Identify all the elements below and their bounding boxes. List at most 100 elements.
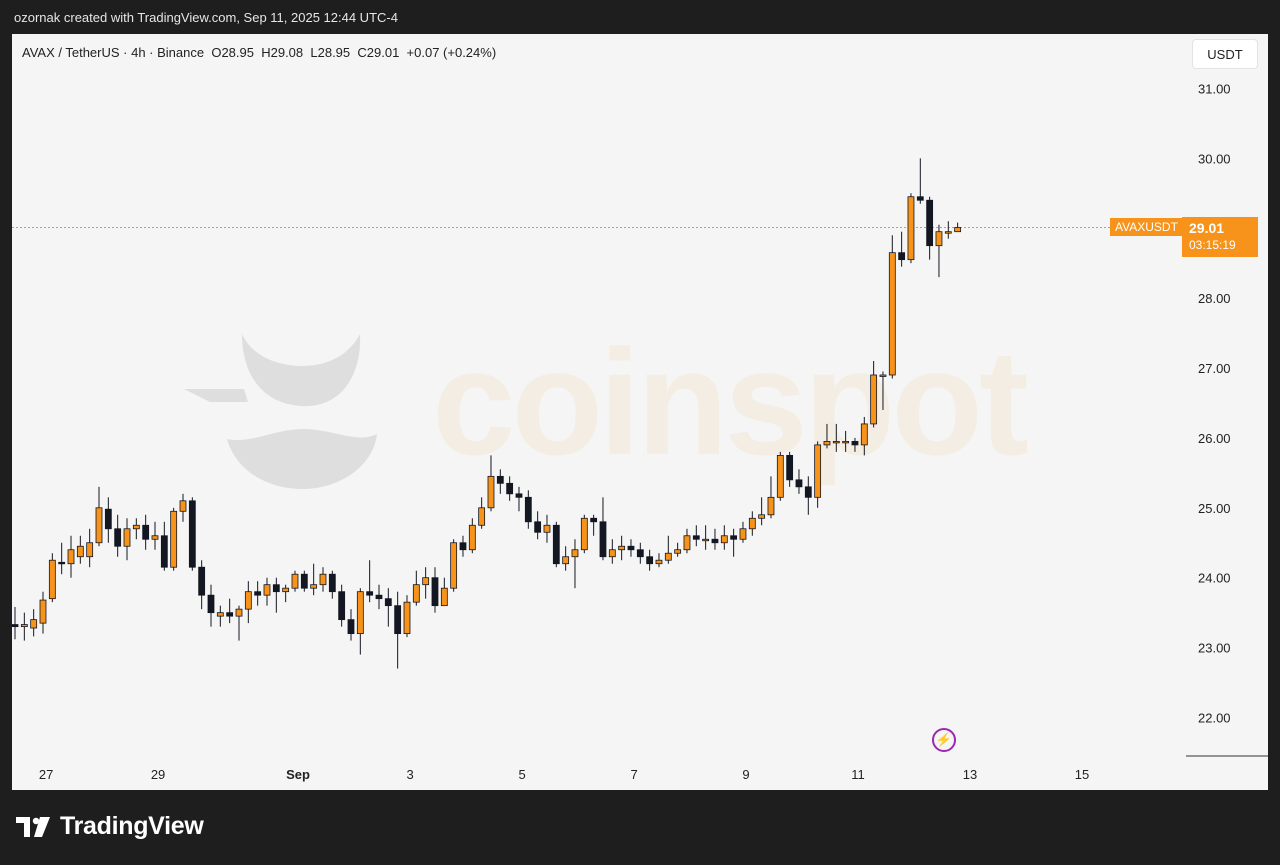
legend-high: H29.08 <box>261 45 304 60</box>
candle <box>739 521 747 543</box>
candle <box>291 570 299 592</box>
tradingview-logo-icon <box>16 816 50 837</box>
candle-body <box>375 594 383 600</box>
candle <box>272 577 280 613</box>
candle <box>356 588 364 655</box>
candle <box>608 539 616 564</box>
candle <box>198 560 206 610</box>
candle <box>646 549 654 571</box>
y-tick-label: 28.00 <box>1198 291 1231 306</box>
candle-body <box>67 549 75 565</box>
candle-body <box>730 535 738 540</box>
candle <box>394 591 402 669</box>
candle-body <box>207 594 215 614</box>
y-tick-label: 30.00 <box>1198 151 1231 166</box>
candle <box>328 570 336 599</box>
candle-body <box>338 591 346 621</box>
candle <box>95 486 103 547</box>
candle <box>804 476 812 515</box>
candle-body <box>104 508 112 530</box>
tradingview-footer[interactable]: TradingView <box>16 812 204 841</box>
y-tick-label: 23.00 <box>1198 641 1231 656</box>
candle <box>888 235 896 379</box>
y-tick-label: 25.00 <box>1198 501 1231 516</box>
candle-body <box>879 374 887 377</box>
candle <box>954 222 962 233</box>
currency-selector[interactable]: USDT <box>1192 39 1258 69</box>
candle <box>524 490 532 529</box>
candle-body <box>748 517 756 530</box>
bar-countdown: 03:15:19 <box>1189 238 1236 252</box>
candle <box>48 553 56 603</box>
candle <box>711 528 719 550</box>
candle-body <box>664 552 672 561</box>
candle-body <box>543 524 551 533</box>
chart-frame[interactable]: coinspot 31.00 30.00 28.00 27.00 26.00 25.00 2… <box>12 34 1268 790</box>
candle <box>506 476 514 501</box>
candle-body <box>431 577 439 607</box>
candle <box>254 581 262 606</box>
candle <box>935 224 943 278</box>
candle-body <box>832 440 840 444</box>
candle-body <box>30 619 38 629</box>
candle <box>282 584 290 603</box>
candle <box>319 567 327 592</box>
candle-body <box>459 542 467 551</box>
candle-body <box>618 545 626 551</box>
candle <box>674 542 682 557</box>
candle <box>832 423 840 452</box>
legend-pair[interactable]: AVAX / TetherUS · 4h · Binance <box>22 45 205 60</box>
candle <box>132 518 140 540</box>
candle <box>347 609 355 641</box>
candle <box>478 497 486 529</box>
candle-body <box>823 440 831 446</box>
candle-body <box>347 619 355 635</box>
price-chart[interactable]: coinspot 31.00 30.00 28.00 27.00 26.00 25.00 2… <box>12 34 1268 790</box>
candle <box>39 591 47 634</box>
legend-change: +0.07 (+0.24%) <box>406 45 497 60</box>
candle <box>431 567 439 613</box>
x-tick-label: 11 <box>851 767 865 782</box>
candle <box>795 469 803 494</box>
candle <box>655 553 663 568</box>
candle-body <box>888 252 896 376</box>
candle <box>226 598 234 624</box>
candle <box>926 196 934 260</box>
candle-body <box>160 535 168 568</box>
candle <box>412 570 420 606</box>
candle-body <box>254 591 262 596</box>
candle <box>86 528 94 568</box>
candle-body <box>916 196 924 201</box>
candle <box>440 577 448 607</box>
candle <box>235 605 243 641</box>
candle <box>944 221 952 239</box>
symbol-legend[interactable]: AVAX / TetherUS · 4h · Binance O28.95 H2… <box>22 45 496 60</box>
legend-low: L28.95 <box>310 45 351 60</box>
candle-body <box>552 524 560 565</box>
candle-body <box>515 493 523 498</box>
candle <box>730 528 738 557</box>
candle-body <box>216 612 224 617</box>
candle-body <box>403 601 411 635</box>
candle <box>543 514 551 543</box>
flash-icon[interactable]: ⚡ <box>932 728 956 752</box>
candle-body <box>48 559 56 600</box>
candle <box>300 570 308 592</box>
candle-body <box>235 608 243 617</box>
candle-body <box>12 624 19 628</box>
candle <box>851 437 859 452</box>
candle-body <box>272 584 280 593</box>
candle-body <box>394 605 402 635</box>
candle <box>179 493 187 522</box>
candle-body <box>39 599 47 624</box>
symbol-price-label: AVAXUSDT <box>1110 218 1183 236</box>
candle-body <box>655 559 663 565</box>
candle <box>823 423 831 449</box>
candle-body <box>926 199 934 247</box>
candle-body <box>786 454 794 481</box>
candle <box>422 567 430 599</box>
candle <box>104 497 112 543</box>
candle-body <box>720 535 728 544</box>
candle-body <box>954 227 962 233</box>
candle <box>860 416 868 456</box>
